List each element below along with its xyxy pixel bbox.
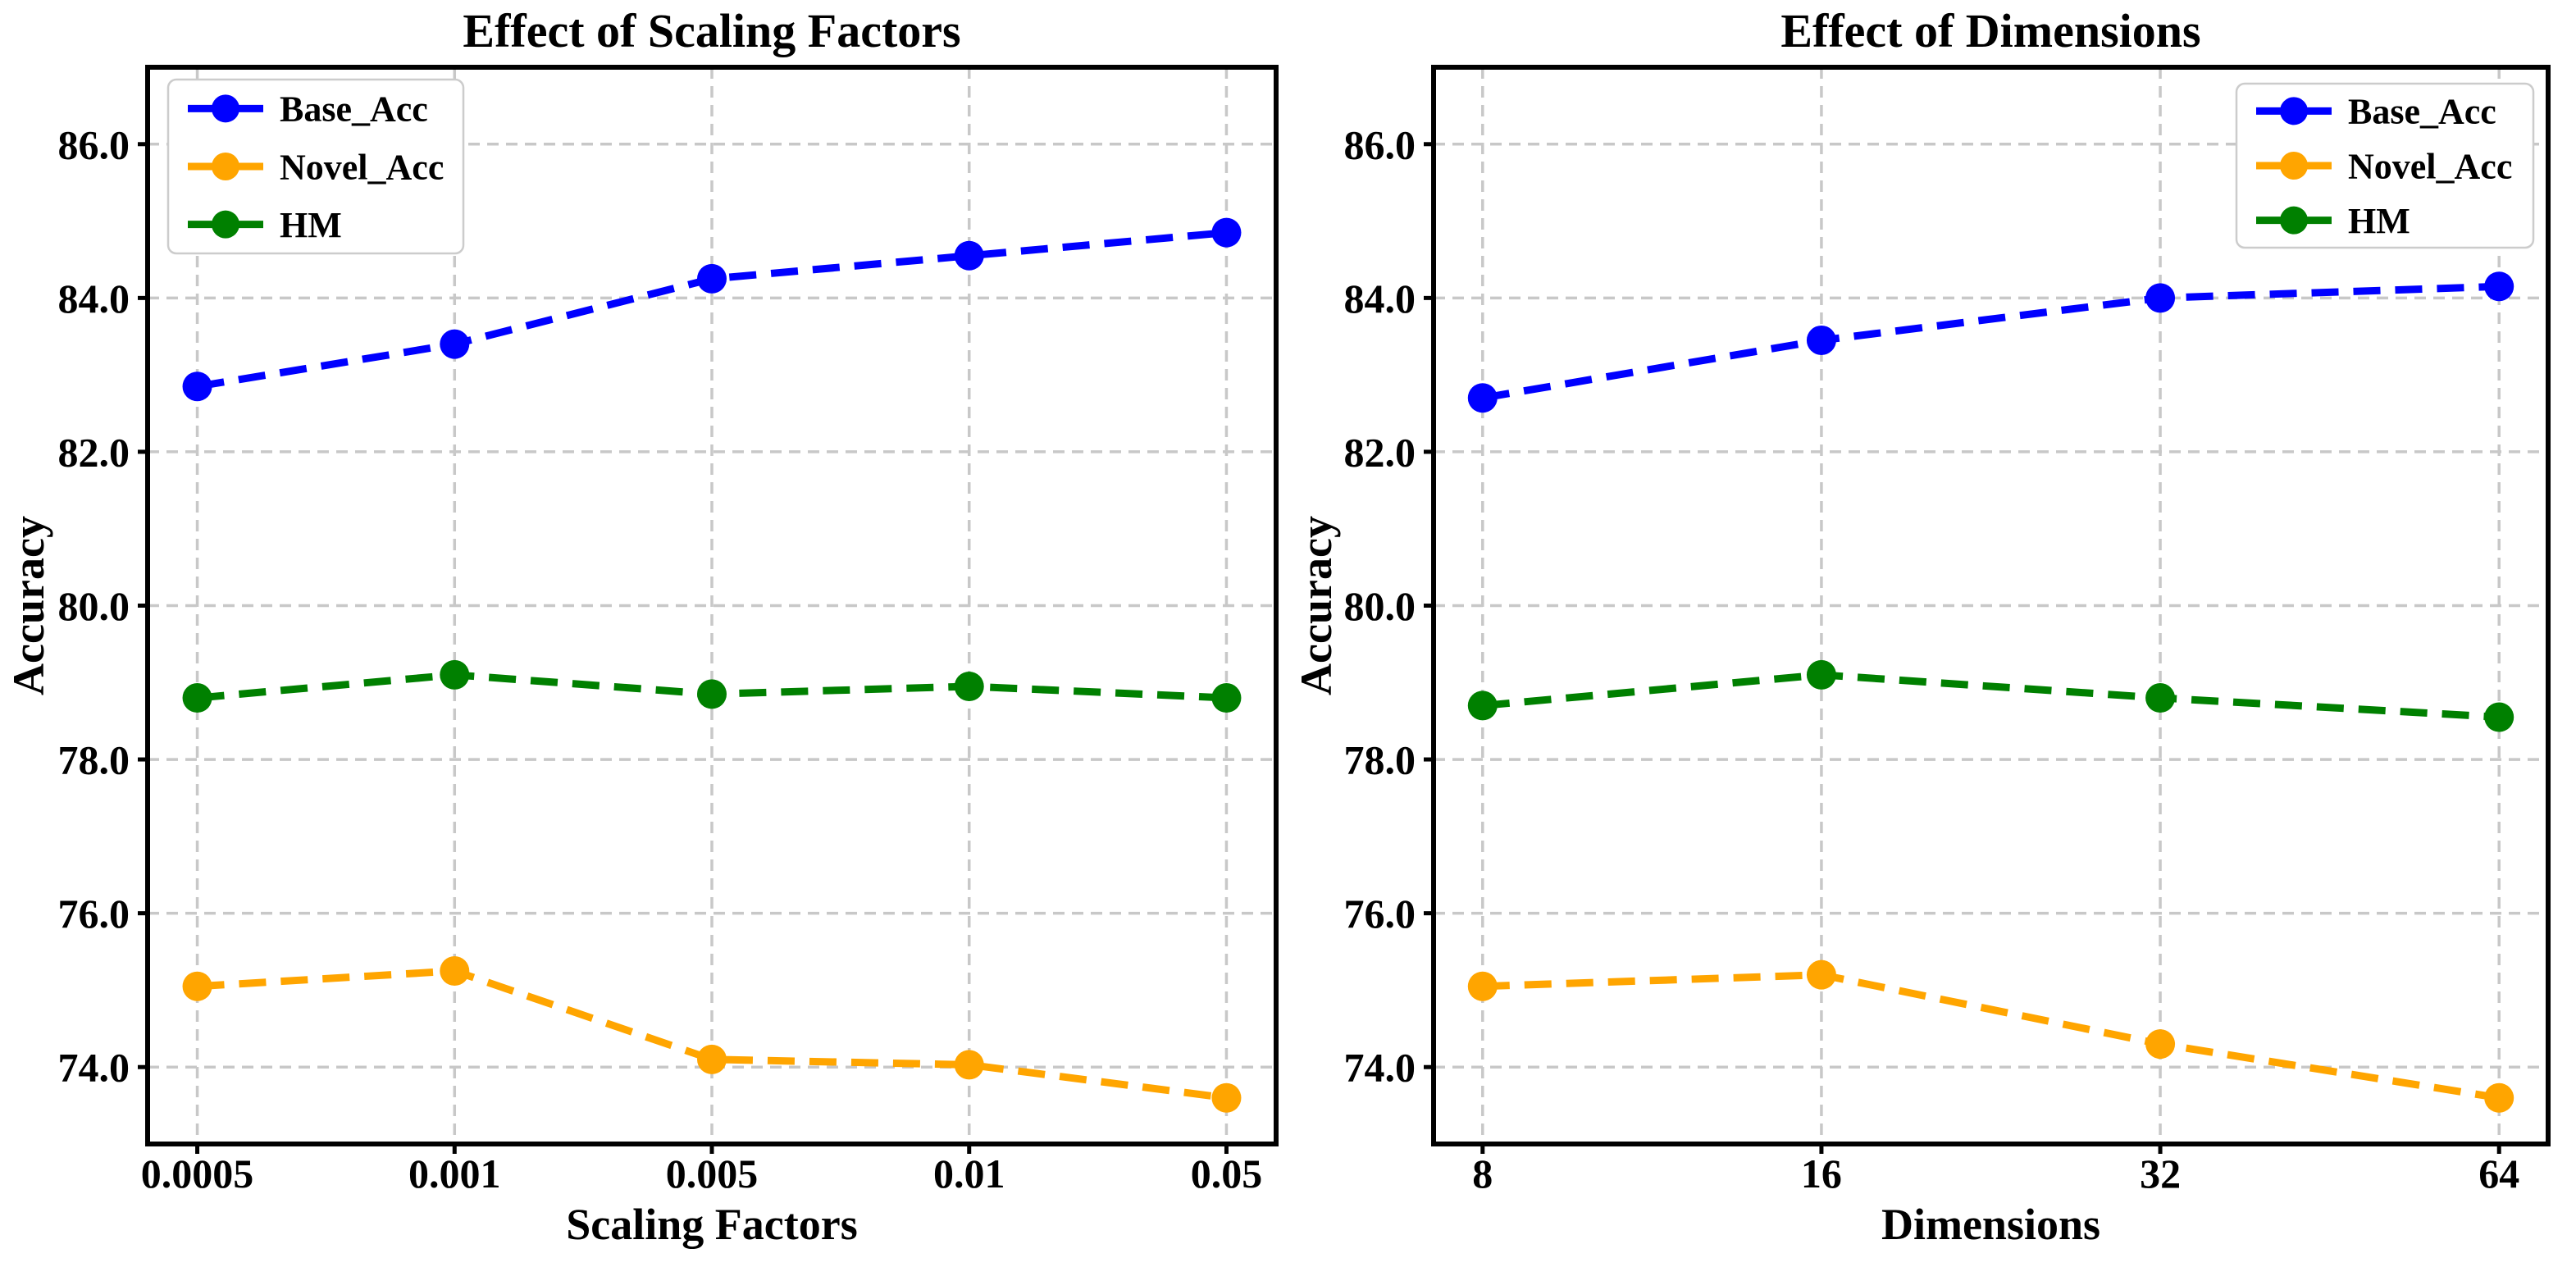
chart-svg-dimensions: 74.0 76.0 78.0 80.0 82.0 84.0 86.0 8 16 32 64 Effec… (1288, 0, 2575, 1263)
y-tick-label: 76.0 (58, 891, 130, 937)
legend-marker-novel_acc (212, 153, 239, 180)
x-tick-label: 32 (2140, 1151, 2181, 1196)
data-point-novel_acc-0.0005 (182, 971, 212, 1001)
legend-marker-base_acc (212, 94, 239, 123)
y-tick-label: 76.0 (1344, 891, 1416, 937)
series-line-novel_acc (197, 967, 1228, 1102)
data-point-hm-64 (2484, 702, 2514, 732)
chart-title: Effect of Scaling Factors (463, 4, 960, 57)
legend-box (2235, 82, 2535, 249)
data-point-hm-0.0005 (182, 683, 212, 713)
y-tick-label: 80.0 (1344, 583, 1416, 629)
y-tick-label: 74.0 (58, 1045, 130, 1091)
data-point-base_acc-32 (2145, 283, 2176, 313)
x-tick-label: 0.05 (1191, 1151, 1263, 1196)
legend-marker-hm (2280, 206, 2308, 235)
x-tick-label: 8 (1472, 1151, 1493, 1196)
data-point-base_acc-8 (1467, 383, 1498, 413)
y-tick-label: 82.0 (58, 429, 130, 475)
legend-marker-hm (212, 210, 239, 239)
chart-effect-of-dimensions: 74.0 76.0 78.0 80.0 82.0 84.0 86.0 8 16 32 64 Effec… (1288, 0, 2575, 1263)
data-point-hm-8 (1467, 690, 1498, 721)
legend-label-novel_acc: Novel_Acc (280, 147, 444, 187)
x-tick-label: 0.005 (666, 1151, 759, 1196)
x-tick-label: 0.01 (933, 1151, 1005, 1196)
y-tick-label: 86.0 (1344, 121, 1416, 167)
y-tick-label: 86.0 (58, 121, 130, 167)
x-tick-label: 64 (2478, 1151, 2519, 1196)
data-point-base_acc-0.001 (440, 329, 470, 359)
data-point-base_acc-0.0005 (182, 371, 212, 402)
y-axis-label: Accuracy (1292, 516, 1341, 695)
legend-marker-novel_acc (2280, 152, 2308, 180)
legend-marker-base_acc (2280, 97, 2308, 125)
x-axis-label: Scaling Factors (566, 1200, 857, 1249)
data-point-hm-16 (1806, 659, 1836, 690)
chart-effect-of-scaling-factors: 74.0 76.0 78.0 80.0 82.0 84.0 86.0 0.0005 0.001 0… (0, 0, 1288, 1263)
data-point-base_acc-16 (1806, 325, 1836, 355)
series-line-base_acc (1482, 282, 2500, 402)
data-point-hm-0.005 (697, 679, 727, 709)
legend-label-novel_acc: Novel_Acc (2348, 146, 2512, 186)
y-tick-label: 84.0 (1344, 276, 1416, 321)
x-axis-label: Dimensions (1881, 1200, 2100, 1249)
data-point-novel_acc-64 (2484, 1082, 2514, 1113)
y-tick-label: 84.0 (58, 276, 130, 321)
data-point-novel_acc-16 (1806, 959, 1836, 990)
data-point-base_acc-64 (2484, 271, 2514, 302)
data-point-base_acc-0.005 (697, 263, 727, 294)
y-tick-label: 74.0 (1344, 1045, 1416, 1091)
data-point-novel_acc-0.001 (440, 955, 470, 986)
y-axis-label: Accuracy (4, 516, 53, 695)
data-point-base_acc-0.01 (954, 240, 984, 271)
legend-label-hm: HM (280, 205, 342, 245)
legend-box (166, 78, 465, 255)
series-line-novel_acc (1482, 971, 2500, 1102)
y-tick-label: 82.0 (1344, 429, 1416, 475)
legend-label-base_acc: Base_Acc (280, 89, 428, 130)
chart-title: Effect of Dimensions (1780, 4, 2200, 57)
y-tick-label: 78.0 (1344, 737, 1416, 783)
x-tick-label: 16 (1801, 1151, 1842, 1196)
y-tick-label: 80.0 (58, 583, 130, 629)
data-point-novel_acc-0.05 (1211, 1082, 1242, 1113)
data-point-hm-0.001 (440, 659, 470, 690)
chart-svg-scaling-factors: 74.0 76.0 78.0 80.0 82.0 84.0 86.0 0.0005 0.001 0… (0, 0, 1288, 1263)
legend-label-hm: HM (2348, 201, 2410, 241)
data-point-hm-32 (2145, 683, 2176, 713)
data-point-novel_acc-0.01 (954, 1050, 984, 1080)
data-point-hm-0.01 (954, 671, 984, 701)
x-tick-label: 0.0005 (141, 1151, 254, 1196)
y-tick-label: 78.0 (58, 737, 130, 783)
series-line-hm (1482, 671, 2500, 721)
x-tick-label: 0.001 (408, 1151, 501, 1196)
data-point-novel_acc-0.005 (697, 1044, 727, 1074)
data-point-base_acc-0.05 (1211, 217, 1242, 248)
data-point-novel_acc-8 (1467, 971, 1498, 1001)
data-point-novel_acc-32 (2145, 1029, 2176, 1060)
data-point-hm-0.05 (1211, 683, 1242, 713)
legend-label-base_acc: Base_Acc (2348, 92, 2496, 132)
